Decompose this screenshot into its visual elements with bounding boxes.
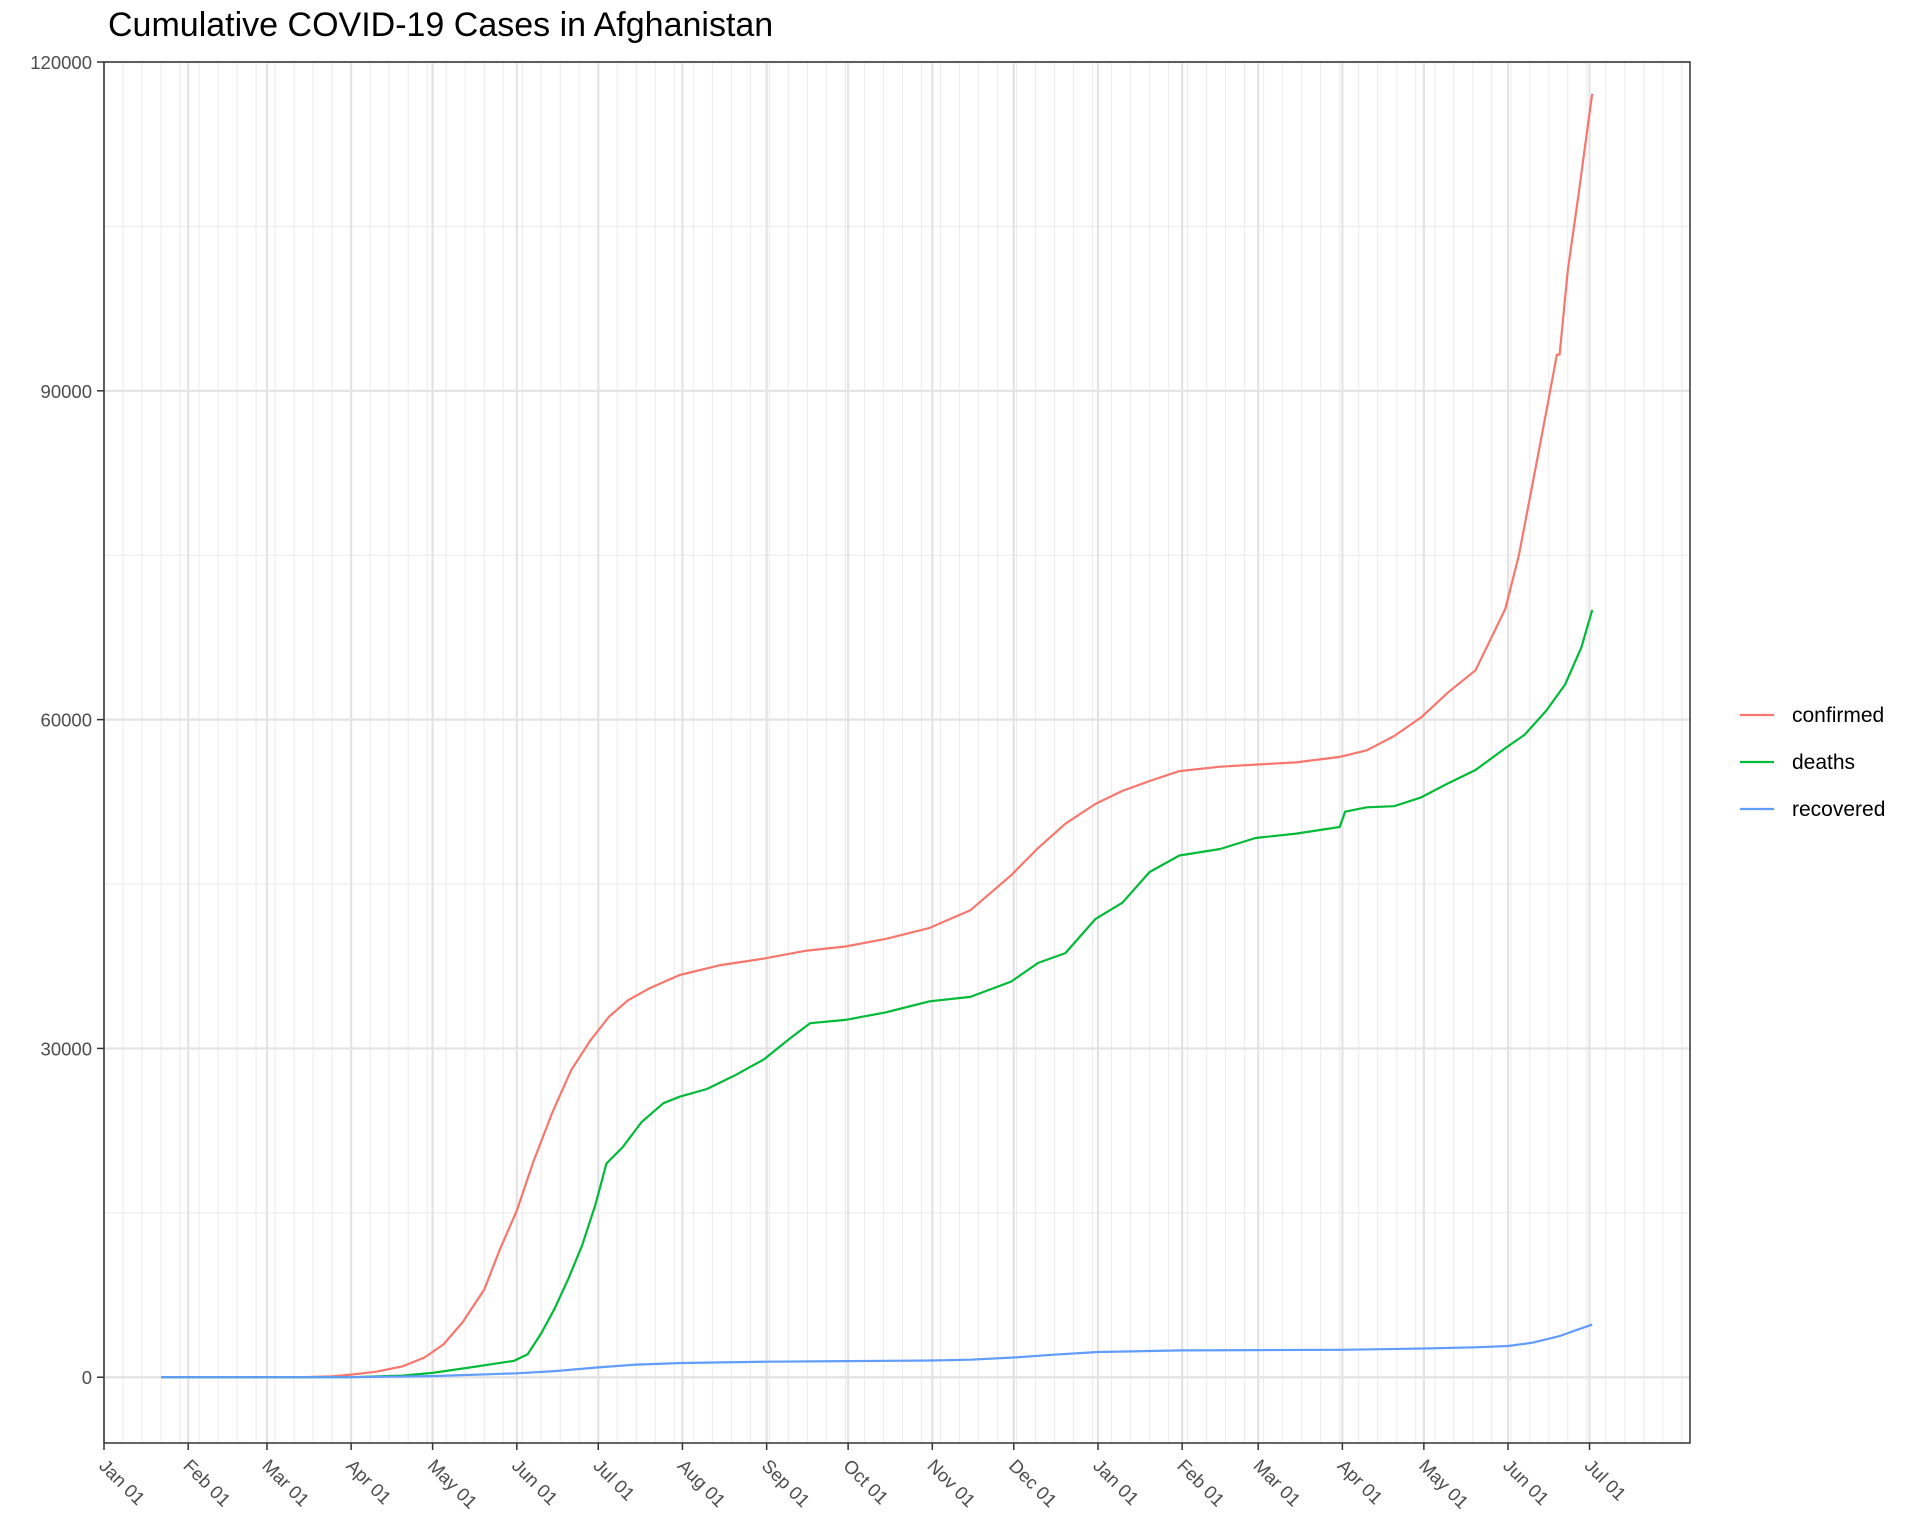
x-tick-label: Feb 01 (1173, 1455, 1229, 1511)
legend-label-recovered: recovered (1792, 798, 1885, 821)
x-tick-label: Mar 01 (258, 1455, 314, 1511)
x-axis: Jan 01 Feb 01 Mar 01 Apr 01 May 01 Jun 01 Jul … (95, 1443, 1630, 1513)
y-tick-label: 30000 (41, 1038, 92, 1059)
x-tick-label: Oct 01 (839, 1455, 892, 1508)
x-tick-label: Jun 01 (1499, 1455, 1553, 1509)
x-tick-label: Feb 01 (179, 1455, 235, 1511)
x-tick-label: May 01 (424, 1455, 482, 1513)
legend-label-confirmed: confirmed (1792, 704, 1884, 727)
x-tick-label: Aug 01 (674, 1455, 730, 1511)
x-tick-label: Jan 01 (1089, 1455, 1143, 1509)
y-tick-label: 60000 (41, 710, 92, 731)
x-tick-label: Jul 01 (589, 1455, 639, 1505)
series-line-recovered (161, 1323, 1593, 1379)
x-tick-label: Sep 01 (758, 1455, 814, 1511)
x-tick-label: Jun 01 (508, 1455, 562, 1509)
series-lines (161, 93, 1594, 1379)
x-tick-label: Jan 01 (95, 1455, 149, 1509)
legend-label-deaths: deaths (1792, 751, 1855, 774)
x-tick-label: Apr 01 (1334, 1455, 1387, 1508)
y-tick-label: 0 (82, 1367, 92, 1388)
y-tick-label: 120000 (30, 52, 92, 73)
x-tick-label: Nov 01 (923, 1455, 979, 1511)
x-tick-label: May 01 (1415, 1455, 1473, 1513)
x-tick-label: Dec 01 (1005, 1455, 1061, 1511)
legend: confirmed deaths recovered (1740, 704, 1885, 821)
y-axis: 0 30000 60000 90000 120000 (30, 52, 104, 1388)
chart-title: Cumulative COVID-19 Cases in Afghanistan (108, 6, 774, 44)
plot-panel-border (103, 61, 1691, 1444)
y-tick-label: 90000 (41, 381, 92, 402)
major-gridlines (102, 60, 1690, 1443)
series-line-deaths (161, 609, 1594, 1379)
x-tick-label: Mar 01 (1249, 1455, 1305, 1511)
series-line-confirmed (161, 93, 1594, 1379)
x-tick-label: Apr 01 (342, 1455, 395, 1508)
x-tick-label: Jul 01 (1581, 1455, 1631, 1505)
minor-gridlines (103, 62, 1690, 1443)
